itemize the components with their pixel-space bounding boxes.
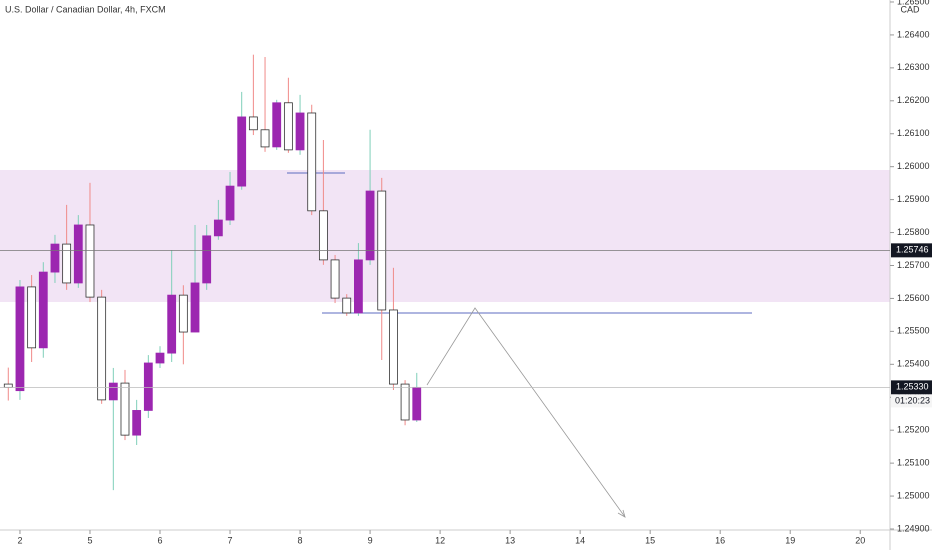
candle-body xyxy=(3,383,13,388)
zone xyxy=(0,170,890,302)
candle-body xyxy=(248,116,258,131)
candle-body xyxy=(412,386,422,421)
y-axis-label: CAD xyxy=(900,4,920,14)
price-label: 1.25330 xyxy=(896,382,929,392)
x-tick-label: 7 xyxy=(228,535,233,545)
x-tick-label: 8 xyxy=(298,535,303,545)
y-tick-label: 1.26000 xyxy=(897,161,930,171)
x-tick-label: 16 xyxy=(715,535,725,545)
candle-body xyxy=(330,259,340,299)
candle-body xyxy=(389,309,398,385)
y-tick-label: 1.25800 xyxy=(897,227,930,237)
candle-body xyxy=(120,382,130,436)
countdown: 01:20:23 xyxy=(895,396,930,406)
candle-body xyxy=(213,219,223,237)
candle-body xyxy=(167,294,177,354)
candle-body xyxy=(50,243,60,273)
y-tick-label: 1.25200 xyxy=(897,425,930,435)
price-label-box xyxy=(891,380,932,395)
candle-body xyxy=(342,297,352,314)
candle-body xyxy=(132,410,142,436)
y-tick-label: 1.25400 xyxy=(897,359,930,369)
x-tick-label: 20 xyxy=(855,535,865,545)
candle-body xyxy=(318,210,328,261)
candle-body xyxy=(295,112,305,151)
candle-body xyxy=(260,129,270,148)
y-tick-label: 1.25000 xyxy=(897,490,930,500)
x-tick-label: 5 xyxy=(87,535,92,545)
y-tick-label: 1.25100 xyxy=(897,458,930,468)
x-tick-label: 13 xyxy=(505,535,515,545)
y-tick-label: 1.24900 xyxy=(897,523,930,533)
y-tick-label: 1.26100 xyxy=(897,128,930,138)
candle-body xyxy=(225,185,235,221)
y-tick-label: 1.25600 xyxy=(897,293,930,303)
x-tick-label: 2 xyxy=(17,535,22,545)
price-label-box xyxy=(891,243,932,258)
candle-body xyxy=(307,112,317,212)
candle-body xyxy=(237,116,247,187)
y-tick-label: 1.26400 xyxy=(897,29,930,39)
x-tick-label: 9 xyxy=(368,535,373,545)
x-tick-label: 12 xyxy=(435,535,445,545)
candle-body xyxy=(15,286,25,392)
projection-path xyxy=(426,307,626,518)
candle-body xyxy=(108,382,118,401)
candle-body xyxy=(85,224,95,298)
x-tick-label: 14 xyxy=(575,535,585,545)
price-label: 1.25746 xyxy=(896,245,929,255)
candle-body xyxy=(272,102,282,148)
candle-body xyxy=(400,383,410,421)
candle-body xyxy=(38,271,48,349)
y-tick-label: 1.26500 xyxy=(897,0,930,6)
candle-body xyxy=(143,362,153,411)
candle-body xyxy=(73,224,83,284)
candle-body xyxy=(202,235,212,284)
candle-body xyxy=(283,102,293,151)
candle-body xyxy=(27,286,37,349)
candle-body xyxy=(354,259,363,314)
candle-body xyxy=(365,190,375,261)
y-tick-label: 1.26300 xyxy=(897,62,930,72)
y-tick-label: 1.25500 xyxy=(897,326,930,336)
x-tick-label: 6 xyxy=(157,535,162,545)
candle-body xyxy=(190,282,200,333)
candle-body xyxy=(97,296,107,401)
chart-title: U.S. Dollar / Canadian Dollar, 4h, FXCM xyxy=(5,4,166,14)
candle-body xyxy=(155,352,165,364)
y-tick-label: 1.26200 xyxy=(897,95,930,105)
arrow-head xyxy=(617,509,626,518)
countdown-box xyxy=(891,394,932,408)
x-tick-label: 15 xyxy=(645,535,655,545)
candle-body xyxy=(62,243,72,284)
y-tick-label: 1.25900 xyxy=(897,194,930,204)
y-tick-label: 1.25700 xyxy=(897,260,930,270)
x-tick-label: 19 xyxy=(785,535,795,545)
candle-body xyxy=(178,294,188,333)
